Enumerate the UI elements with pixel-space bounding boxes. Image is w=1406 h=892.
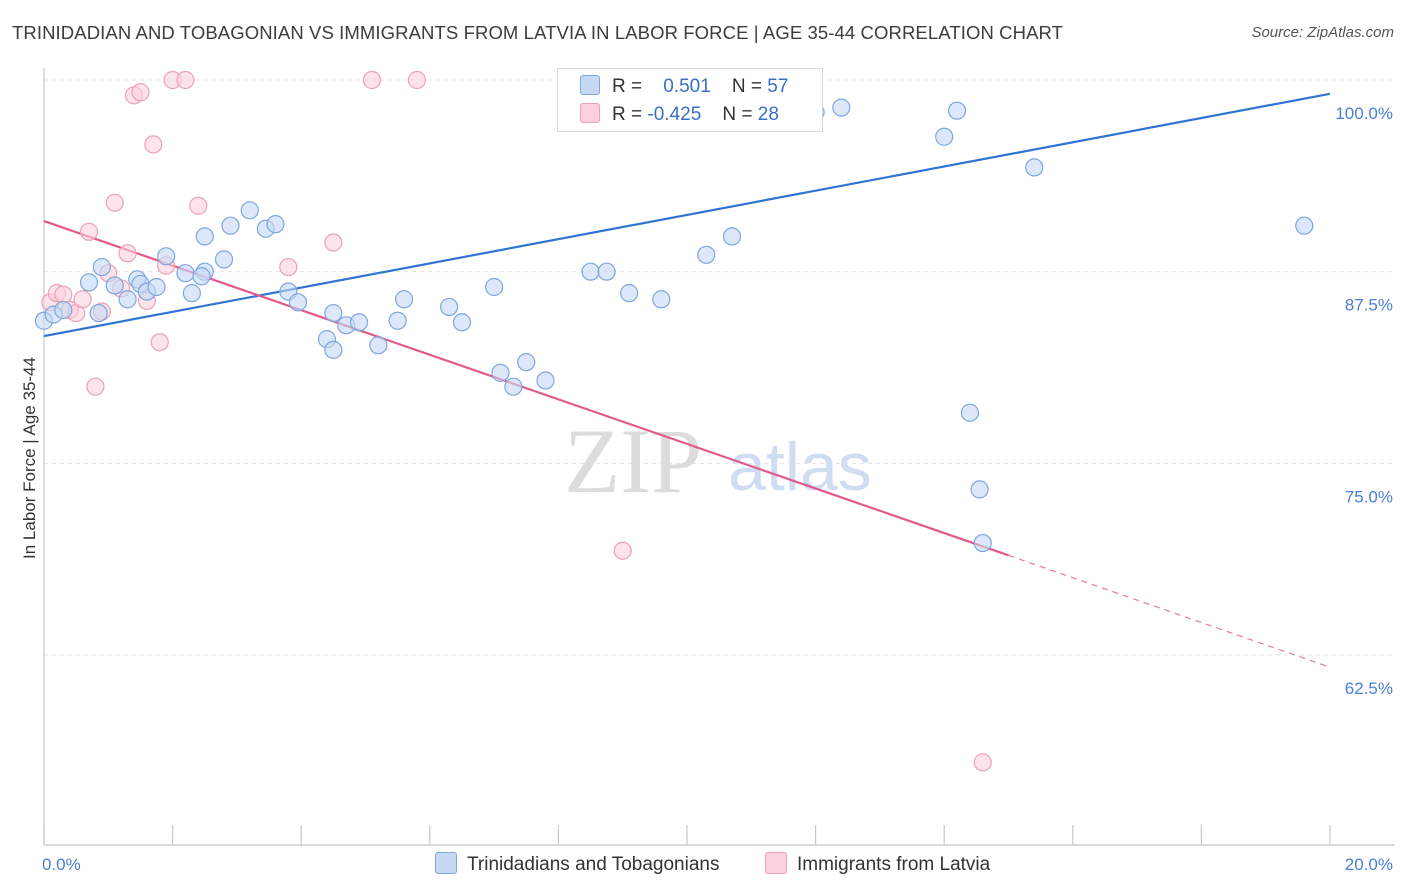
legend-item-pink: Immigrants from Latvia	[765, 852, 990, 876]
blue-point	[369, 336, 388, 355]
blue-point	[240, 201, 259, 220]
pink-swatch	[580, 103, 600, 123]
pink-point	[79, 222, 99, 241]
blue-point	[439, 297, 459, 317]
stats-box: R = 0.501 N = 57 R = -0.425 N = 28	[557, 68, 823, 132]
blue-point	[960, 403, 980, 422]
watermark: ZIP atlas	[564, 410, 872, 512]
blue-point	[89, 303, 108, 323]
legend-pink-label: Immigrants from Latvia	[797, 854, 991, 875]
pink-r-value: -0.425	[647, 104, 702, 125]
blue-point	[147, 277, 166, 297]
pink-point	[144, 135, 163, 154]
pink-point	[73, 290, 92, 309]
source-label: Source: ZipAtlas.com	[1251, 24, 1394, 41]
blue-point	[722, 227, 742, 246]
pink-point	[150, 333, 169, 352]
pink-point	[407, 70, 427, 90]
pink-point	[105, 193, 124, 212]
blue-point	[118, 290, 137, 309]
x-tick-label: 20.0%	[1345, 855, 1393, 874]
y-tick-label: 87.5%	[1345, 296, 1393, 315]
blue-point	[935, 127, 954, 146]
pink-point	[176, 70, 195, 90]
y-tick-label: 100.0%	[1335, 104, 1393, 123]
watermark-atlas: atlas	[728, 429, 872, 505]
pink-point	[324, 233, 343, 252]
pink-point	[362, 70, 382, 90]
blue-point	[105, 276, 124, 295]
blue-point	[1295, 216, 1314, 235]
legend-pink-swatch	[765, 852, 787, 874]
y-tick-label: 62.5%	[1345, 679, 1393, 698]
pink-point	[131, 83, 150, 102]
pink-point	[973, 753, 992, 772]
axes	[43, 68, 1395, 846]
blue-point	[388, 311, 407, 330]
legend-item-blue: Trinidadians and Tobagonians	[435, 852, 719, 876]
pink-n-value: 28	[757, 104, 779, 125]
blue-point	[92, 257, 111, 277]
grid-lines	[44, 79, 1395, 656]
r-label: R =	[612, 104, 643, 125]
chart-title: TRINIDADIAN AND TOBAGONIAN VS IMMIGRANTS…	[12, 22, 1064, 43]
watermark-zip: ZIP	[564, 410, 702, 512]
blue-point	[214, 250, 234, 269]
blue-point	[182, 284, 201, 303]
blue-point	[581, 262, 600, 281]
n-label: N =	[722, 104, 753, 125]
r-label: R =	[612, 76, 643, 97]
legend-blue-label: Trinidadians and Tobagonians	[467, 854, 720, 875]
blue-point	[324, 340, 343, 359]
tick-labels: 62.5% 75.0% 87.5% 100.0% 0.0% 20.0%	[42, 104, 1393, 874]
blue-point	[504, 377, 523, 396]
pink-point	[279, 257, 298, 277]
blue-point	[652, 290, 671, 309]
blue-point	[394, 290, 414, 309]
blue-point	[697, 245, 716, 264]
blue-point	[947, 101, 967, 120]
blue-point	[1025, 158, 1044, 177]
pink-point	[86, 377, 105, 396]
stats-row-pink: R = -0.425 N = 28	[580, 103, 779, 129]
trendline-pink-extension	[1008, 554, 1331, 668]
blue-point	[157, 247, 176, 266]
blue-point	[452, 313, 472, 332]
blue-point	[536, 371, 555, 390]
blue-n-value: 57	[767, 76, 789, 97]
blue-point	[266, 215, 285, 234]
blue-point	[970, 480, 989, 499]
blue-point	[597, 262, 616, 281]
blue-point	[517, 353, 536, 372]
blue-point	[491, 363, 510, 382]
blue-point	[832, 98, 851, 117]
stats-row-blue: R = 0.501 N = 57	[580, 75, 788, 101]
blue-point	[221, 216, 240, 235]
n-label: N =	[731, 76, 763, 97]
blue-point	[288, 293, 308, 312]
blue-point	[973, 533, 992, 553]
trendlines	[43, 92, 1331, 668]
blue-point	[54, 300, 73, 320]
pink-point	[54, 285, 73, 304]
x-tick-label: 0.0%	[42, 855, 81, 874]
blue-point	[485, 277, 504, 297]
y-tick-label: 75.0%	[1345, 487, 1393, 506]
legend-blue-swatch	[435, 852, 457, 874]
blue-point	[349, 313, 369, 332]
blue-r-value: 0.501	[663, 76, 711, 97]
pink-point	[613, 541, 632, 560]
blue-point	[79, 273, 99, 292]
blue-point	[195, 227, 214, 246]
pink-point	[189, 196, 208, 215]
blue-point	[176, 264, 195, 283]
blue-point	[192, 267, 211, 286]
blue-point	[324, 303, 343, 323]
blue-point	[620, 284, 639, 303]
blue-swatch	[580, 75, 600, 95]
pink-point	[118, 244, 137, 263]
